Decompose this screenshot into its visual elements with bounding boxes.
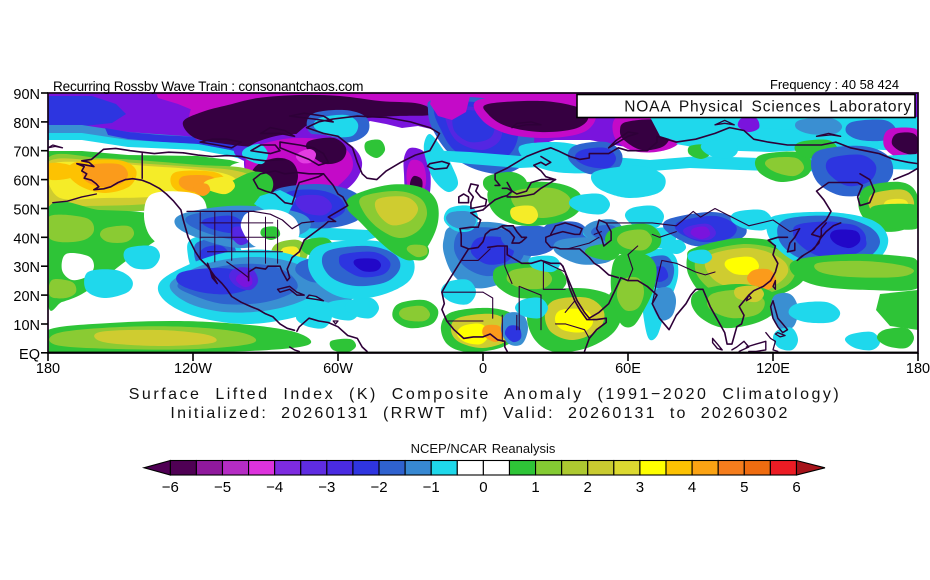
- svg-text:0: 0: [479, 479, 487, 496]
- svg-text:2: 2: [584, 479, 592, 496]
- svg-text:NCEP/NCAR Reanalysis: NCEP/NCAR Reanalysis: [411, 441, 556, 456]
- svg-text:−1: −1: [423, 479, 440, 496]
- svg-text:0: 0: [479, 361, 487, 377]
- svg-text:50N: 50N: [13, 203, 40, 219]
- svg-text:Surface Lifted Index (K) Compo: Surface Lifted Index (K) Composite Anoma…: [129, 386, 841, 403]
- svg-text:60W: 60W: [323, 361, 353, 377]
- svg-text:120E: 120E: [756, 361, 790, 377]
- svg-text:3: 3: [636, 479, 644, 496]
- svg-text:NOAA Physical Sciences Laborat: NOAA Physical Sciences Laboratory: [624, 99, 912, 116]
- svg-text:60E: 60E: [615, 361, 641, 377]
- svg-text:40N: 40N: [13, 231, 40, 247]
- svg-text:120W: 120W: [174, 361, 212, 377]
- svg-text:10N: 10N: [13, 318, 40, 334]
- svg-text:Frequency : 40 58 424: Frequency : 40 58 424: [770, 77, 899, 92]
- svg-text:30N: 30N: [13, 260, 40, 276]
- svg-text:70N: 70N: [13, 145, 40, 161]
- svg-text:180: 180: [906, 361, 930, 377]
- svg-text:Recurring Rossby Wave Train :: Recurring Rossby Wave Train : consonantc…: [53, 79, 363, 94]
- svg-text:20N: 20N: [13, 289, 40, 305]
- svg-text:180: 180: [36, 361, 60, 377]
- svg-text:80N: 80N: [13, 116, 40, 132]
- svg-text:−3: −3: [318, 479, 335, 496]
- svg-text:−6: −6: [162, 479, 179, 496]
- svg-text:60N: 60N: [13, 174, 40, 190]
- svg-text:−4: −4: [266, 479, 283, 496]
- svg-text:−2: −2: [370, 479, 387, 496]
- svg-text:90N: 90N: [13, 87, 40, 103]
- svg-text:1: 1: [531, 479, 539, 496]
- svg-text:4: 4: [688, 479, 696, 496]
- svg-text:6: 6: [792, 479, 800, 496]
- svg-text:Initialized: 20260131 (RRWT mf: Initialized: 20260131 (RRWT mf) Valid: 2…: [170, 405, 789, 422]
- svg-text:EQ: EQ: [19, 347, 40, 363]
- svg-text:5: 5: [740, 479, 748, 496]
- svg-text:−5: −5: [214, 479, 231, 496]
